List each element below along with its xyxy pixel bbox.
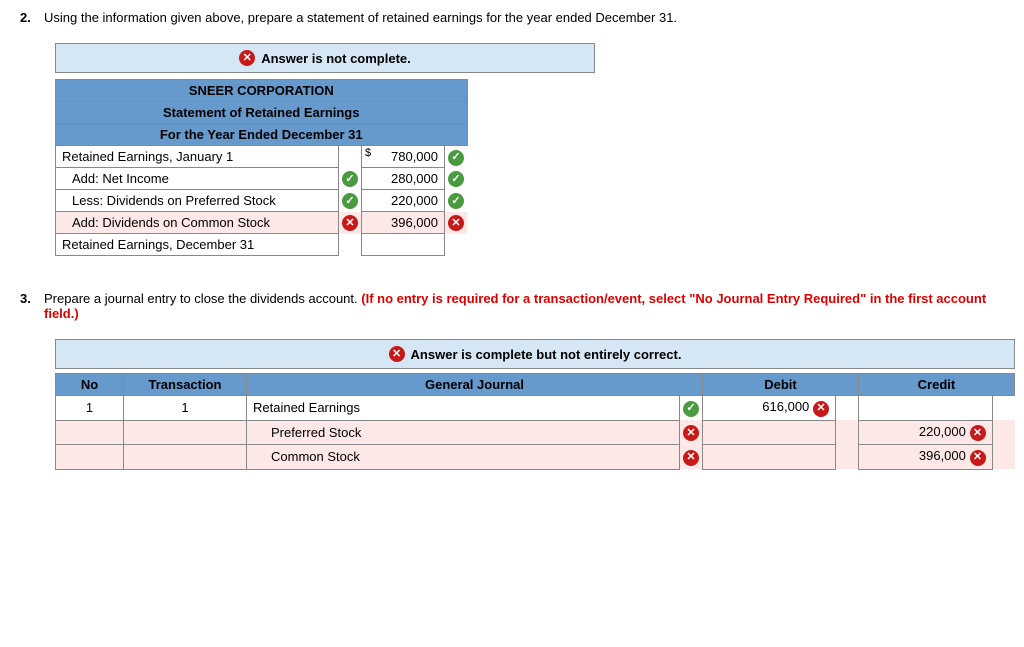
- left-mark: [339, 212, 362, 234]
- col-credit: Credit: [858, 374, 1014, 396]
- q2-number: 2.: [20, 10, 38, 25]
- x-icon: [970, 450, 986, 466]
- col-debit: Debit: [703, 374, 859, 396]
- row-label[interactable]: Retained Earnings, January 1: [56, 146, 339, 168]
- row-label[interactable]: Less: Dividends on Preferred Stock: [56, 190, 339, 212]
- q2-banner: Answer is not complete.: [55, 43, 595, 73]
- cell-trans: [124, 445, 247, 470]
- journal-row: Common Stock 396,000: [56, 445, 1015, 470]
- journal-header-row: No Transaction General Journal Debit Cre…: [56, 374, 1015, 396]
- period-header: For the Year Ended December 31: [56, 124, 468, 146]
- q2-banner-text: Answer is not complete.: [261, 51, 411, 66]
- cell-account[interactable]: Retained Earnings: [247, 396, 680, 421]
- cell-account[interactable]: Preferred Stock: [247, 420, 680, 445]
- row-value-cell[interactable]: 280,000: [362, 168, 445, 190]
- x-icon: [970, 425, 986, 441]
- check-icon: [342, 171, 358, 187]
- check-icon: [448, 150, 464, 166]
- left-mark: [339, 168, 362, 190]
- x-icon: [813, 401, 829, 417]
- right-mark: [445, 212, 468, 234]
- row-value-cell[interactable]: 220,000: [362, 190, 445, 212]
- cell-credit[interactable]: [858, 396, 992, 421]
- row-label[interactable]: Add: Dividends on Common Stock: [56, 212, 339, 234]
- cell-no: [56, 420, 124, 445]
- cell-no: [56, 445, 124, 470]
- left-mark: [339, 146, 362, 168]
- row-value-cell[interactable]: 396,000: [362, 212, 445, 234]
- question-3: 3. Prepare a journal entry to close the …: [20, 291, 1004, 470]
- q3-prompt: Prepare a journal entry to close the div…: [44, 291, 1004, 321]
- left-mark: [339, 234, 362, 256]
- account-mark: [680, 445, 703, 470]
- table-row: Add: Dividends on Common Stock 396,000: [56, 212, 468, 234]
- col-no: No: [56, 374, 124, 396]
- q2-prompt: Using the information given above, prepa…: [44, 10, 1004, 25]
- account-mark: [680, 420, 703, 445]
- cell-account[interactable]: Common Stock: [247, 445, 680, 470]
- q3-text: 3. Prepare a journal entry to close the …: [20, 291, 1004, 321]
- check-icon: [448, 193, 464, 209]
- col-trans: Transaction: [124, 374, 247, 396]
- journal-row: 1 1 Retained Earnings 616,000: [56, 396, 1015, 421]
- account-mark: [680, 396, 703, 421]
- q3-banner: Answer is complete but not entirely corr…: [55, 339, 1015, 369]
- q3-number: 3.: [20, 291, 38, 321]
- cell-debit[interactable]: [703, 420, 836, 445]
- cell-no: 1: [56, 396, 124, 421]
- q3-banner-text: Answer is complete but not entirely corr…: [411, 347, 682, 362]
- right-mark: [445, 168, 468, 190]
- row-label[interactable]: Retained Earnings, December 31: [56, 234, 339, 256]
- q2-text: 2. Using the information given above, pr…: [20, 10, 1004, 25]
- right-mark: [445, 234, 468, 256]
- table-row: Less: Dividends on Preferred Stock 220,0…: [56, 190, 468, 212]
- question-2: 2. Using the information given above, pr…: [20, 10, 1004, 256]
- col-gj: General Journal: [247, 374, 703, 396]
- right-mark: [445, 190, 468, 212]
- table-row: Retained Earnings, December 31: [56, 234, 468, 256]
- row-value-cell[interactable]: $780,000: [362, 146, 445, 168]
- error-icon: [389, 346, 405, 362]
- x-icon: [448, 215, 464, 231]
- error-icon: [239, 50, 255, 66]
- left-mark: [339, 190, 362, 212]
- table-row: Add: Net Income 280,000: [56, 168, 468, 190]
- table-row: Retained Earnings, January 1 $780,000: [56, 146, 468, 168]
- cell-debit[interactable]: 616,000: [703, 396, 836, 421]
- check-icon: [448, 171, 464, 187]
- retained-earnings-table: SNEER CORPORATION Statement of Retained …: [55, 79, 468, 256]
- right-mark: [445, 146, 468, 168]
- check-icon: [683, 401, 699, 417]
- row-value-cell[interactable]: [362, 234, 445, 256]
- cell-credit[interactable]: 396,000: [858, 445, 992, 470]
- x-icon: [342, 215, 358, 231]
- cell-credit[interactable]: 220,000: [858, 420, 992, 445]
- x-icon: [683, 450, 699, 466]
- cell-debit[interactable]: [703, 445, 836, 470]
- cell-trans: 1: [124, 396, 247, 421]
- statement-title: Statement of Retained Earnings: [56, 102, 468, 124]
- journal-table: No Transaction General Journal Debit Cre…: [55, 373, 1015, 470]
- corp-header: SNEER CORPORATION: [56, 80, 468, 102]
- x-icon: [683, 425, 699, 441]
- journal-row: Preferred Stock 220,000: [56, 420, 1015, 445]
- cell-trans: [124, 420, 247, 445]
- row-label[interactable]: Add: Net Income: [56, 168, 339, 190]
- check-icon: [342, 193, 358, 209]
